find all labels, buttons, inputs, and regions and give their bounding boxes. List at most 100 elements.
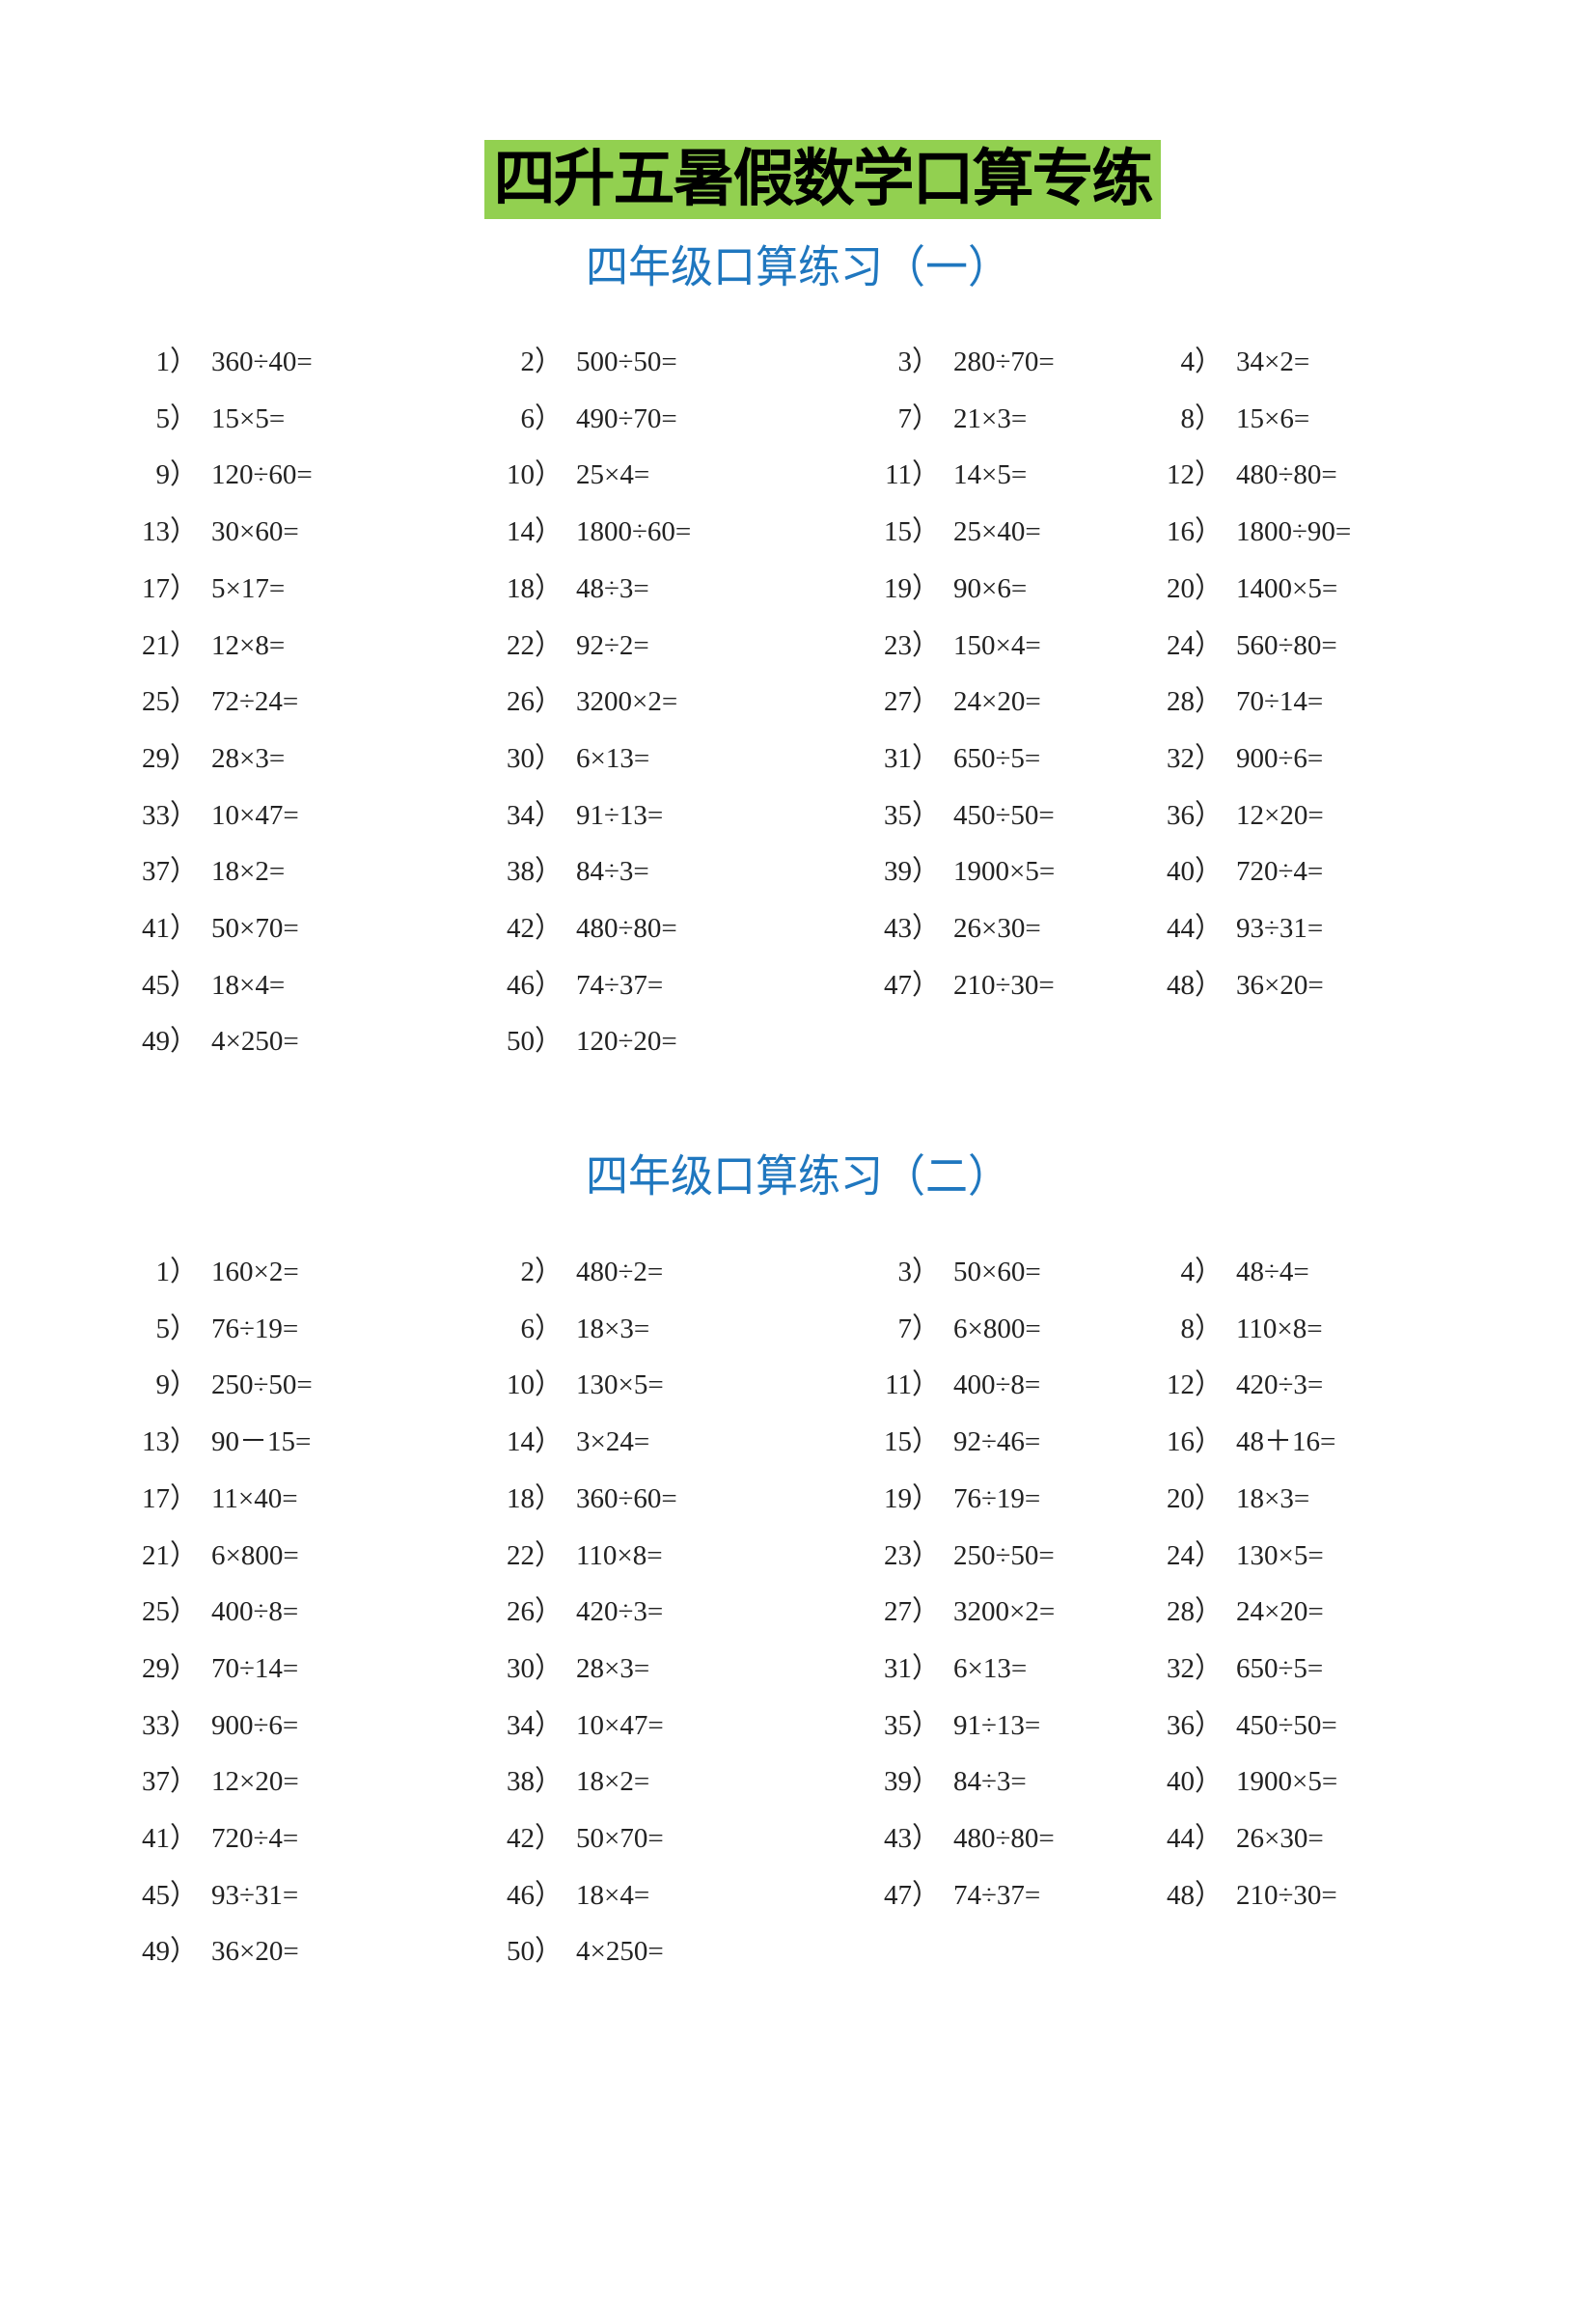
problem-number: 39） [883,856,940,888]
problem-item: 39） 1900×5= [880,850,1055,893]
problem-item: 7） 6×800= [880,1308,1040,1350]
problem-item: 7） 21×3= [880,398,1027,440]
problem-expression: 900÷6= [1236,742,1324,774]
problem-number: 41） [141,913,198,944]
problem-item: 8） 15×6= [1163,398,1309,440]
problem-number: 22） [506,1539,563,1571]
problem-number: 42） [506,913,563,944]
problem-expression: 28×3= [576,1652,650,1684]
problem-number: 35） [883,799,940,831]
problem-item: 33） 10×47= [138,794,299,837]
problem-item: 15） 92÷46= [880,1421,1040,1463]
problem-item: 24） 560÷80= [1163,624,1337,667]
problem-item: 22） 92÷2= [503,624,649,667]
problem-item: 33） 900÷6= [138,1704,298,1747]
problem-number: 46） [506,1879,563,1911]
problem-expression: 1900×5= [953,856,1056,888]
problem-number: 7） [897,1312,940,1344]
problem-item: 40） 720÷4= [1163,850,1323,893]
problem-expression: 90－15= [211,1426,312,1458]
problem-number: 21） [141,629,198,661]
problem-expression: 10×47= [211,799,299,831]
problem-item: 38） 84÷3= [503,850,649,893]
problem-item: 48） 36×20= [1163,964,1324,1007]
problem-expression: 720÷4= [1236,856,1324,888]
problem-expression: 26×30= [1236,1823,1324,1854]
problem-item: 37） 12×20= [138,1760,299,1803]
problem-item: 11） 14×5= [880,454,1027,496]
problem-number: 25） [141,1596,198,1628]
problem-expression: 450÷50= [1236,1709,1337,1741]
problem-item: 17） 11×40= [138,1478,298,1520]
problem-expression: 93÷31= [1236,913,1324,944]
problem-number: 47） [883,1879,940,1911]
problem-expression: 18×2= [211,856,286,888]
problem-expression: 6×13= [576,742,650,774]
problem-number: 18） [506,1482,563,1514]
problem-expression: 50×70= [211,913,299,944]
problem-item: 35） 450÷50= [880,794,1055,837]
problem-expression: 6×13= [953,1652,1028,1684]
problem-item: 43） 26×30= [880,907,1041,950]
problem-number: 6） [520,1312,563,1344]
problem-number: 9） [155,459,198,491]
problem-item: 10） 130×5= [503,1364,664,1406]
problem-item: 46） 74÷37= [503,964,663,1007]
problem-expression: 92÷2= [576,629,649,661]
problem-number: 13） [141,516,198,548]
problem-item: 17） 5×17= [138,567,285,610]
problem-number: 38） [506,1766,563,1798]
problem-expression: 48＋16= [1236,1426,1336,1458]
problem-expression: 21×3= [953,402,1028,434]
problem-number: 15） [883,1426,940,1458]
problem-number: 19） [883,1482,940,1514]
problem-expression: 480÷2= [576,1257,664,1287]
problem-number: 5） [155,402,198,434]
problem-item: 42） 480÷80= [503,907,677,950]
problem-number: 11） [885,459,940,491]
problem-number: 8） [1180,1312,1223,1344]
problem-expression: 18×3= [1236,1482,1310,1514]
problem-expression: 420÷3= [576,1596,664,1628]
problem-item: 19） 90×6= [880,567,1027,610]
problem-number: 23） [883,1539,940,1571]
problem-item: 3） 280÷70= [880,341,1054,383]
section-title-1: 四年级口算练习（一） [586,241,1010,294]
problem-expression: 210÷30= [953,969,1055,1001]
problem-item: 21） 12×8= [138,624,285,667]
problem-expression: 25×40= [953,516,1041,548]
problem-item: 25） 72÷24= [138,680,298,723]
problem-item: 37） 18×2= [138,850,285,893]
problem-expression: 1900×5= [1236,1766,1338,1798]
problem-number: 35） [883,1709,940,1741]
problem-expression: 25×4= [576,459,650,491]
problem-item: 2） 480÷2= [503,1251,663,1293]
problem-number: 16） [1166,1426,1223,1458]
problem-expression: 15×5= [211,402,286,434]
problem-expression: 12×20= [1236,799,1324,831]
problem-expression: 4×250= [211,1026,299,1058]
problem-item: 49） 36×20= [138,1930,299,1973]
problem-number: 48） [1166,969,1223,1001]
problem-item: 2） 500÷50= [503,341,676,383]
problem-number: 43） [883,913,940,944]
problem-item: 1） 160×2= [138,1251,298,1293]
problem-number: 7） [897,402,940,434]
problem-item: 11） 400÷8= [880,1364,1040,1406]
problem-item: 8） 110×8= [1163,1308,1322,1350]
problem-expression: 650÷5= [1236,1652,1324,1684]
problem-item: 42） 50×70= [503,1817,664,1860]
problem-expression: 76÷19= [953,1482,1041,1514]
problem-expression: 480÷80= [1236,459,1337,491]
problem-expression: 90×6= [953,572,1028,604]
problem-expression: 3×24= [576,1426,650,1458]
problem-expression: 74÷37= [576,969,664,1001]
problem-expression: 360÷60= [576,1482,677,1514]
problem-item: 41） 50×70= [138,907,299,950]
problem-expression: 250÷50= [953,1539,1055,1571]
problem-expression: 400÷8= [953,1369,1041,1401]
problem-item: 29） 70÷14= [138,1647,298,1690]
problem-expression: 12×8= [211,629,286,661]
problem-expression: 1800÷60= [576,516,692,548]
problem-item: 6） 490÷70= [503,398,676,440]
